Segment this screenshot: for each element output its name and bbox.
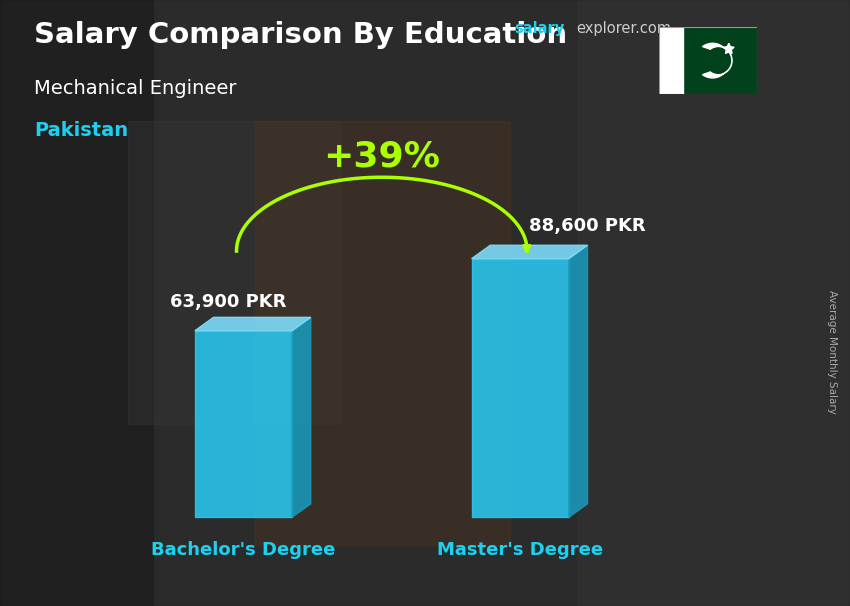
Circle shape [706, 48, 730, 73]
Polygon shape [569, 245, 587, 518]
Text: Mechanical Engineer: Mechanical Engineer [34, 79, 236, 98]
Bar [255, 121, 510, 545]
Text: Average Monthly Salary: Average Monthly Salary [827, 290, 837, 413]
Text: Master's Degree: Master's Degree [437, 541, 604, 559]
Polygon shape [195, 331, 292, 518]
Bar [128, 121, 340, 424]
Text: Salary Comparison By Education: Salary Comparison By Education [34, 21, 567, 49]
Polygon shape [472, 259, 569, 518]
Bar [0, 0, 153, 606]
Polygon shape [195, 318, 311, 331]
Text: Bachelor's Degree: Bachelor's Degree [151, 541, 336, 559]
Text: +39%: +39% [323, 140, 440, 174]
Bar [683, 27, 756, 94]
Bar [659, 27, 683, 94]
Text: salary: salary [514, 21, 564, 36]
Bar [578, 0, 850, 606]
Polygon shape [292, 318, 311, 518]
Polygon shape [703, 43, 732, 78]
Text: 88,600 PKR: 88,600 PKR [530, 217, 646, 235]
Text: Pakistan: Pakistan [34, 121, 128, 140]
Polygon shape [472, 245, 587, 259]
Text: explorer.com: explorer.com [576, 21, 672, 36]
Polygon shape [723, 43, 734, 53]
Text: 63,900 PKR: 63,900 PKR [170, 293, 286, 311]
